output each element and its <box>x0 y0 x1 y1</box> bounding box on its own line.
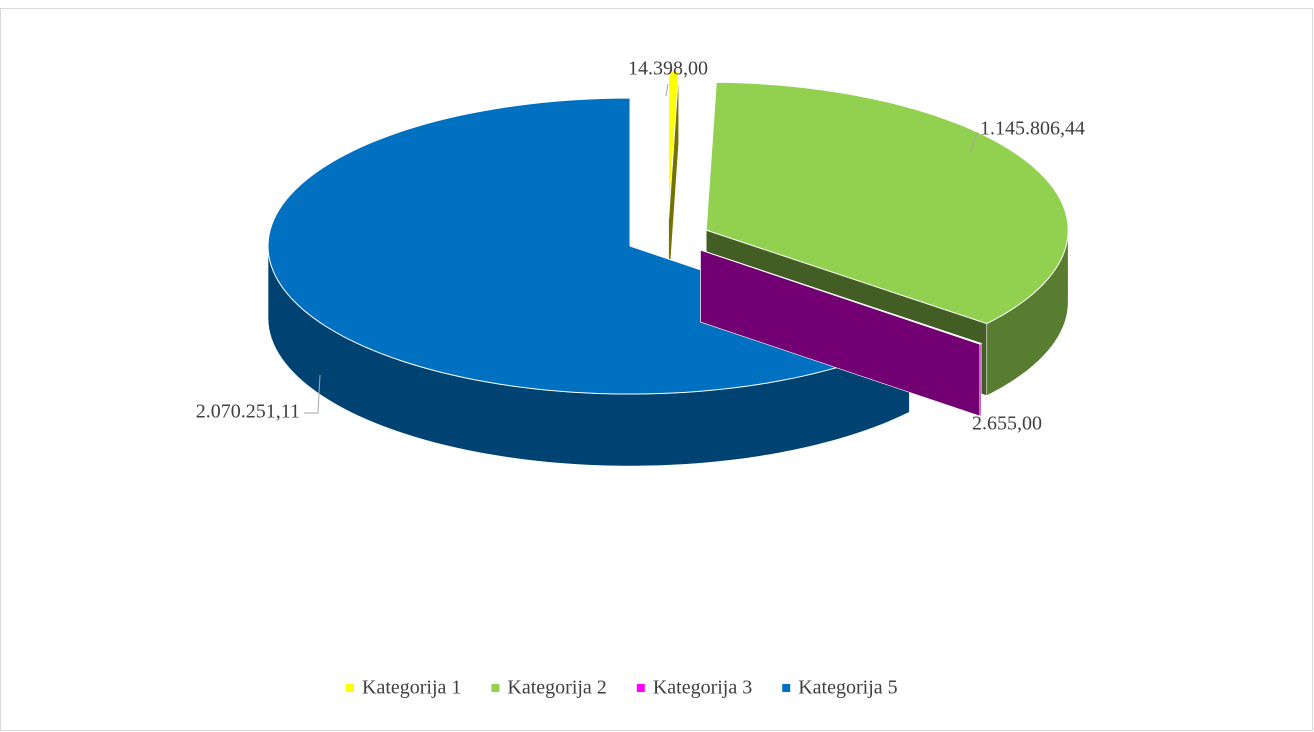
slice <box>700 249 983 417</box>
legend-marker <box>346 684 354 692</box>
legend-label: Kategorija 1 <box>362 677 461 699</box>
leader-line <box>665 83 669 97</box>
legend-marker <box>491 684 500 692</box>
legend-marker <box>782 684 791 692</box>
pie <box>267 70 1069 467</box>
legend-label: Kategorija 5 <box>798 677 897 699</box>
legend: Kategorija 1 Kategorija 2 Kategorija 3 Kate… <box>346 677 898 699</box>
slice-top <box>668 70 680 220</box>
leader-line <box>304 374 321 414</box>
data-labels: 14.398,00 1.145.806,44 2.655,00 2.070.251,1… <box>196 58 1085 435</box>
slice-wall <box>979 343 982 417</box>
legend-label: Kategorija 3 <box>653 677 752 699</box>
legend-label: Kategorija 2 <box>507 677 606 699</box>
data-label: 14.398,00 <box>628 58 708 80</box>
slice-top <box>705 81 1069 325</box>
slice-top <box>700 249 983 345</box>
data-label: 2.655,00 <box>972 413 1042 435</box>
data-label: 1.145.806,44 <box>980 118 1085 140</box>
leader-line <box>969 131 979 153</box>
legend-marker <box>636 684 645 692</box>
data-label: 2.070.251,11 <box>196 401 300 423</box>
